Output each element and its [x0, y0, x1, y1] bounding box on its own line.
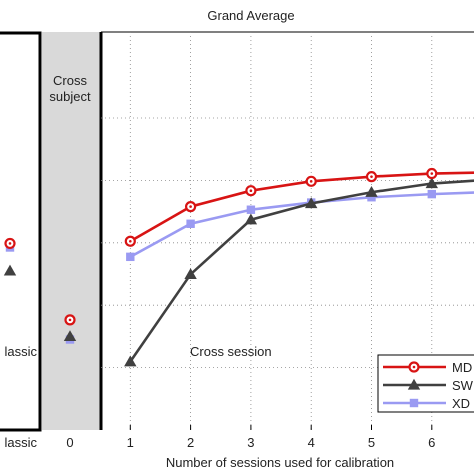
point-xd — [367, 193, 376, 202]
point-md-dot — [370, 175, 373, 178]
series-line-sw — [129, 179, 474, 363]
legend-label: SW — [452, 378, 474, 393]
point-sw — [305, 197, 318, 209]
x-tick-label: lassic — [4, 435, 37, 450]
x-tick-label: 1 — [127, 435, 134, 450]
point-md-dot — [430, 172, 434, 175]
point-sw — [425, 177, 438, 189]
point-xd — [246, 205, 256, 214]
legend-label: MD — [452, 360, 472, 375]
classic-point-md-dot — [8, 242, 12, 245]
classic-panel — [0, 31, 42, 432]
legend-item-md: MD — [383, 360, 472, 375]
point-md-dot — [309, 180, 313, 183]
cross-subject-point-md-dot — [68, 318, 72, 322]
cross-subject-panel — [42, 32, 101, 430]
x-tick-label: 0 — [66, 435, 73, 450]
point-sw — [244, 213, 258, 225]
classic-label: lassic — [4, 344, 37, 359]
x-tick-label: 6 — [428, 435, 435, 450]
point-xd — [126, 252, 135, 262]
legend-label: XD — [452, 396, 470, 411]
x-tick-label: 2 — [187, 435, 194, 450]
x-tick-label: 3 — [247, 435, 254, 450]
x-axis-label: Number of sessions used for calibration — [166, 455, 394, 470]
cross-subject-point-sw — [63, 330, 77, 342]
x-ticks: lassic 0 1 2 3 4 5 6 — [4, 425, 435, 450]
chart-title: Grand Average — [207, 8, 294, 23]
point-sw — [365, 186, 378, 197]
point-xd — [427, 189, 436, 199]
legend-marker-xd — [409, 398, 419, 408]
legend-marker-sw — [407, 378, 421, 390]
point-xd — [186, 219, 195, 228]
point-sw — [184, 268, 197, 279]
point-md-dot — [129, 239, 132, 243]
cross-subject-label-line1: Cross — [53, 73, 87, 88]
classic-point-sw — [3, 264, 17, 276]
series-md — [4, 167, 474, 326]
cross-session-annotation: Cross session — [190, 344, 272, 359]
point-md-dot — [189, 205, 192, 208]
legend-item-xd: XD — [383, 396, 470, 411]
series-sw — [3, 177, 474, 367]
legend-marker-md-dot — [412, 365, 416, 369]
series-layer — [3, 167, 474, 367]
point-sw — [124, 355, 137, 367]
x-tick-label: 5 — [368, 435, 375, 450]
legend-item-sw: SW — [383, 378, 474, 393]
x-tick-label: 4 — [308, 435, 315, 450]
series-line-xd — [129, 191, 474, 258]
legend: MD SW XD — [377, 354, 474, 413]
cross-subject-label-line2: subject — [49, 89, 91, 104]
point-md-dot — [249, 189, 253, 192]
